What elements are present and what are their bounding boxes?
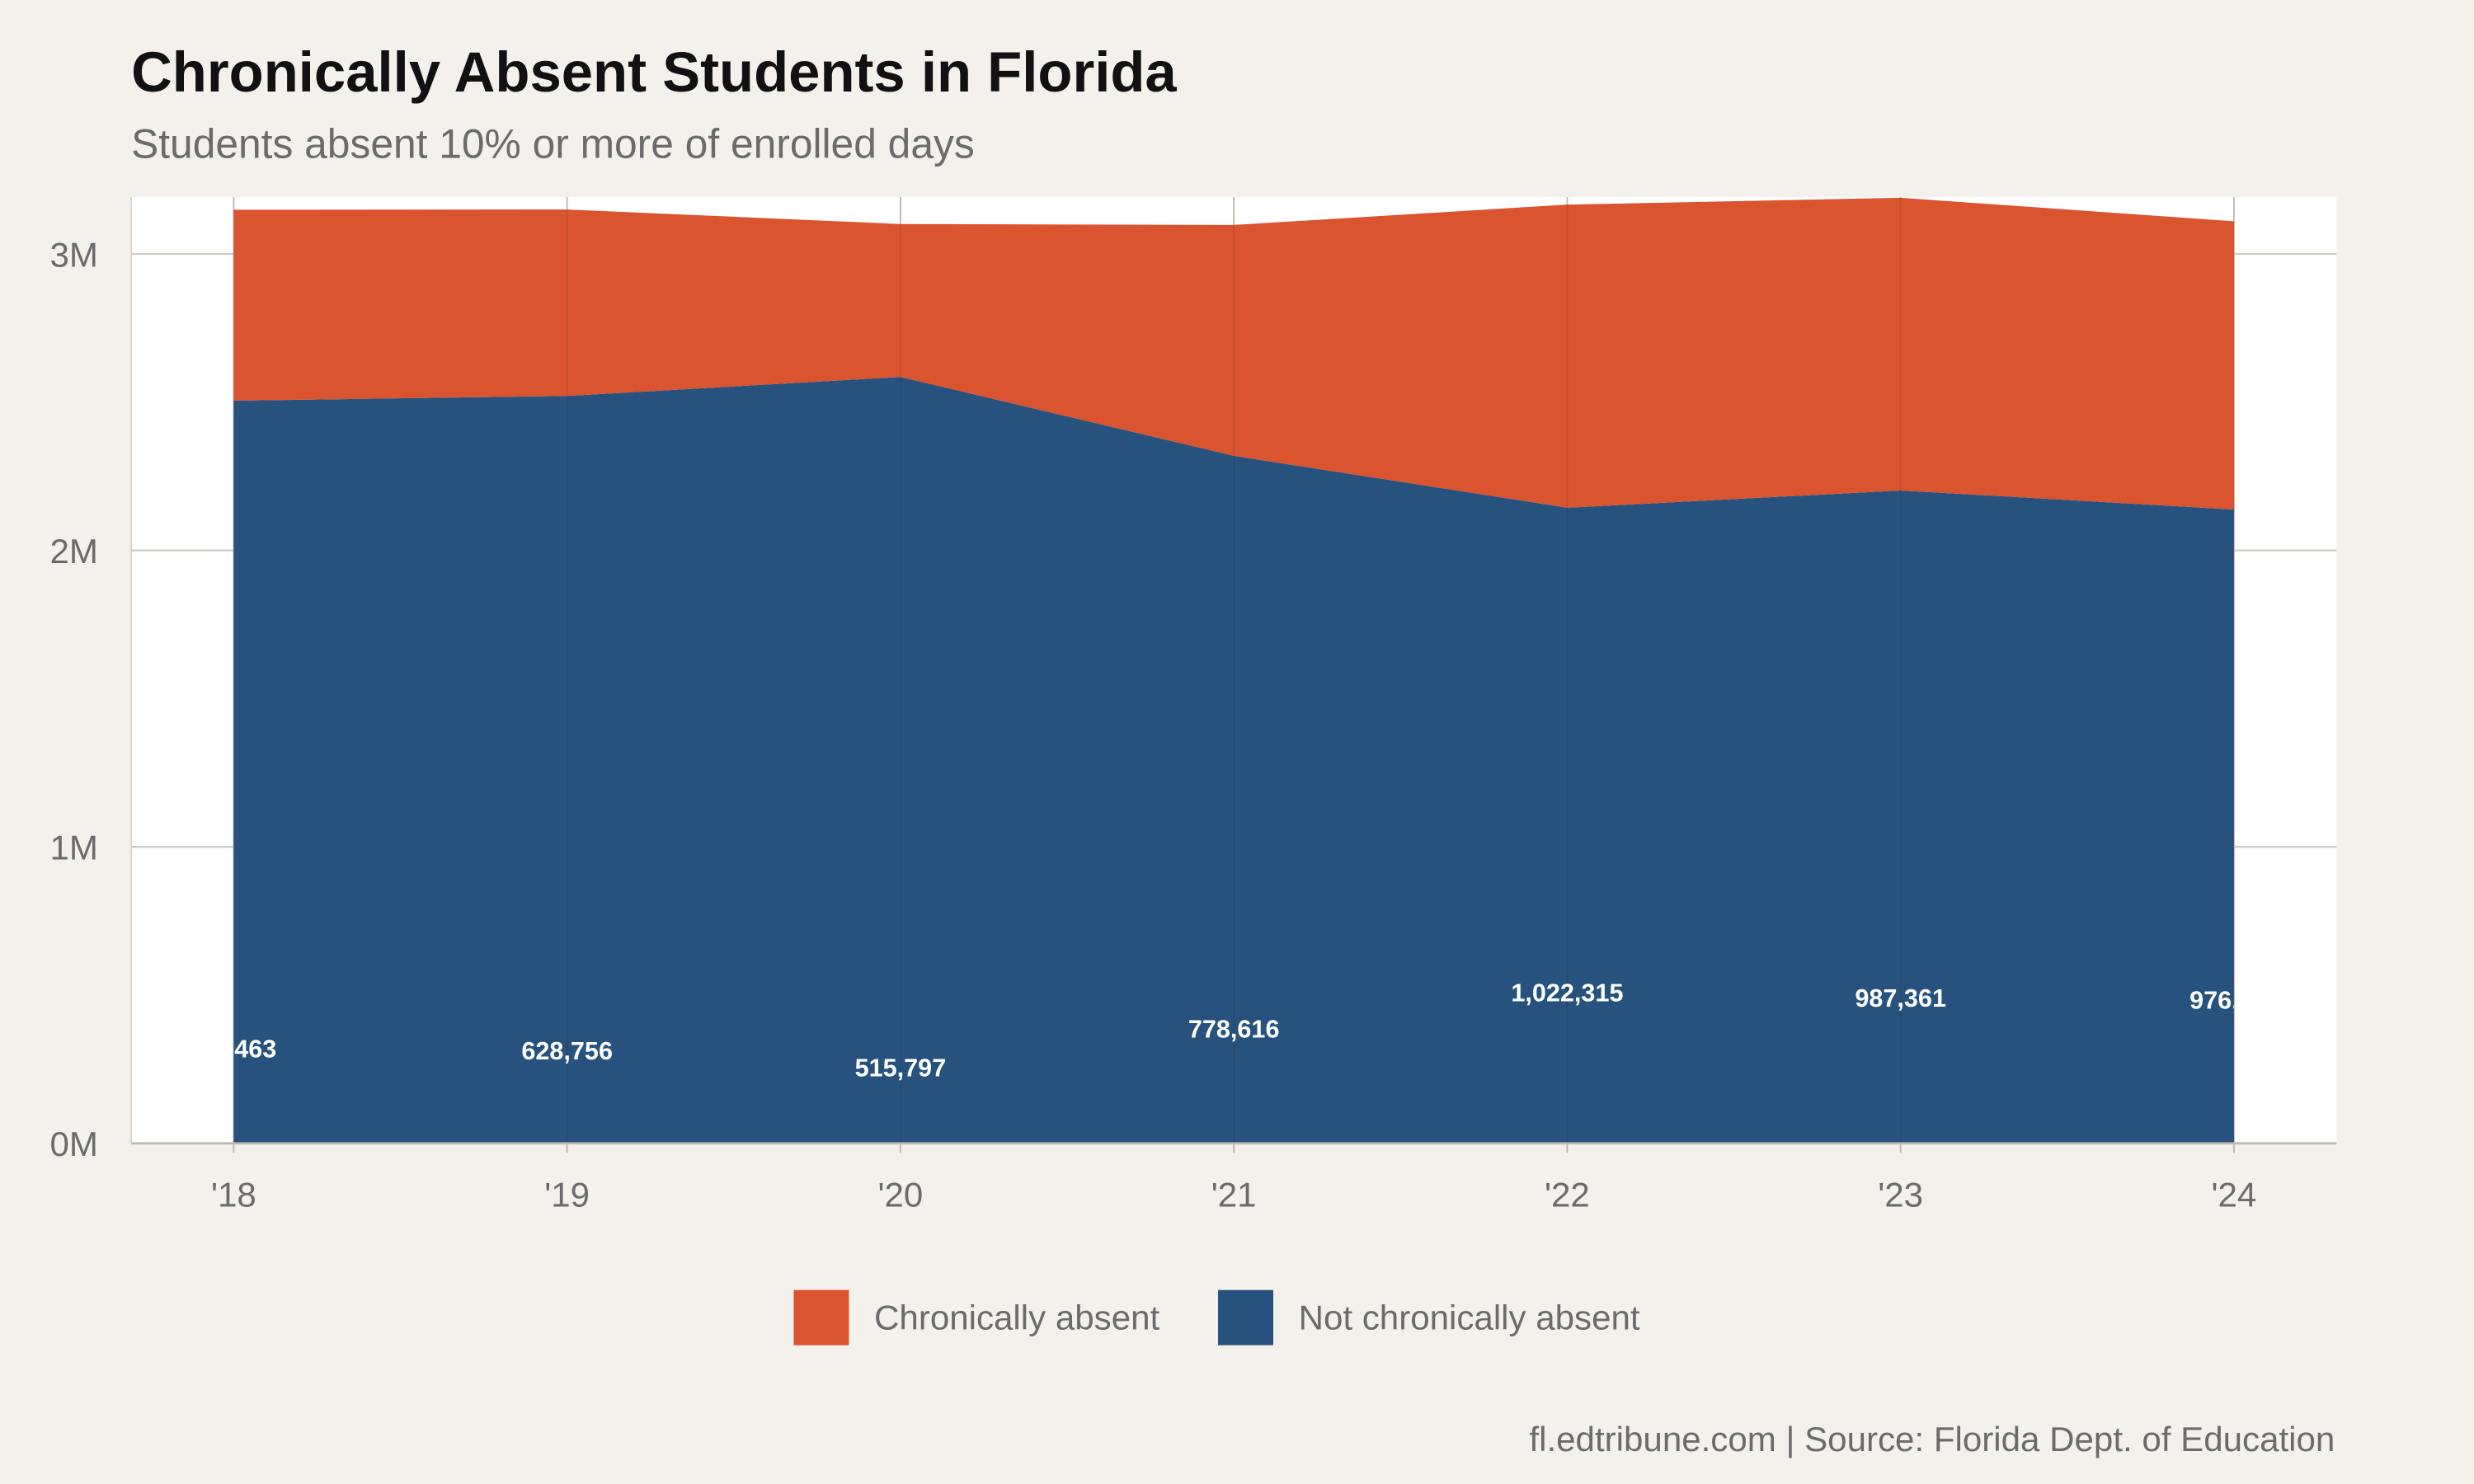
data-label: 515,797 bbox=[855, 1054, 947, 1082]
area-chronically-absent bbox=[233, 197, 2234, 510]
x-tick-label: '19 bbox=[544, 1175, 590, 1214]
legend-swatch-not-chronically-absent bbox=[1218, 1289, 1273, 1345]
area-not-chronically-absent bbox=[233, 377, 2234, 1144]
chart-caption: fl.edtribune.com | Source: Florida Dept.… bbox=[1529, 1420, 2335, 1458]
x-axis: '18 '19 '20 '21 '22 '23 '24 bbox=[211, 1143, 2257, 1214]
data-label: 987,361 bbox=[1855, 984, 1946, 1012]
chart-title: Chronically Absent Students in Florida bbox=[131, 40, 1177, 104]
y-tick-label: 1M bbox=[49, 829, 97, 867]
y-tick-label: 2M bbox=[49, 532, 97, 571]
y-axis: 0M 1M 2M 3M bbox=[49, 235, 97, 1163]
chart-subtitle: Students absent 10% or more of enrolled … bbox=[131, 120, 975, 167]
y-tick-label: 3M bbox=[49, 235, 97, 274]
legend-swatch-chronically-absent bbox=[793, 1289, 849, 1345]
data-label: 778,616 bbox=[1188, 1015, 1280, 1043]
data-label: 976, bbox=[2189, 987, 2239, 1015]
x-tick-label: '23 bbox=[1878, 1175, 1923, 1214]
data-labels: ,463 628,756 515,797 778,616 1,022,315 987,36… bbox=[228, 979, 2239, 1082]
legend-label-not-chronically-absent: Not chronically absent bbox=[1299, 1298, 1640, 1337]
legend-label-chronically-absent: Chronically absent bbox=[874, 1298, 1159, 1337]
data-label: 628,756 bbox=[521, 1037, 613, 1065]
data-label: 1,022,315 bbox=[1511, 979, 1623, 1007]
areas bbox=[233, 197, 2234, 1144]
x-tick-label: '20 bbox=[878, 1175, 924, 1214]
vertical-grid bbox=[233, 197, 2235, 1144]
x-tick-label: '22 bbox=[1545, 1175, 1590, 1214]
x-tick-label: '24 bbox=[2212, 1175, 2257, 1214]
x-tick-label: '21 bbox=[1211, 1175, 1257, 1214]
x-tick-label: '18 bbox=[211, 1175, 256, 1214]
legend: Chronically absent Not chronically absen… bbox=[793, 1289, 1640, 1345]
y-tick-label: 0M bbox=[49, 1125, 97, 1163]
data-label: ,463 bbox=[228, 1036, 277, 1064]
